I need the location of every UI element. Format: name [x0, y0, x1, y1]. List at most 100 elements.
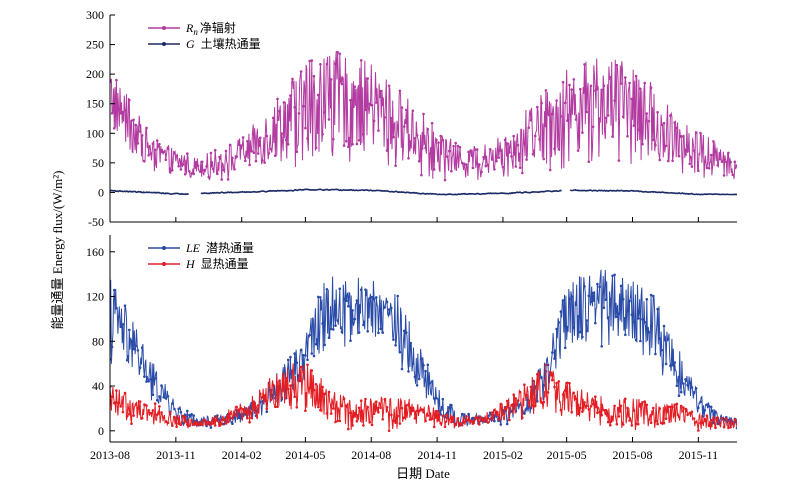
data-point [113, 288, 116, 292]
data-point [716, 164, 719, 167]
data-point [548, 370, 552, 374]
data-point [267, 152, 271, 155]
data-point [482, 419, 485, 423]
data-point [570, 410, 573, 414]
data-point [714, 150, 717, 153]
data-point [312, 388, 316, 392]
data-point [563, 346, 567, 350]
data-point [119, 325, 122, 329]
data-point [628, 299, 631, 303]
data-point [604, 298, 608, 302]
data-point [527, 126, 530, 129]
data-point [349, 339, 352, 343]
data-point [544, 363, 548, 367]
data-point [630, 424, 634, 427]
data-point [254, 159, 258, 163]
data-point [302, 354, 305, 357]
data-point [385, 406, 389, 409]
data-point [450, 169, 453, 173]
data-point [398, 89, 402, 93]
data-point [370, 423, 374, 427]
data-point [675, 402, 679, 406]
data-point [147, 154, 150, 157]
data-point [621, 115, 625, 118]
data-point [634, 74, 638, 78]
data-point [158, 142, 161, 146]
data-point [542, 400, 545, 404]
data-point [375, 400, 378, 404]
data-point [707, 405, 711, 408]
data-point [536, 105, 539, 109]
data-point [171, 402, 174, 405]
data-point [323, 392, 327, 396]
data-point [611, 274, 614, 278]
data-point [426, 414, 430, 417]
data-point [613, 273, 616, 277]
data-point [540, 101, 543, 105]
data-point [529, 118, 533, 122]
data-point [237, 416, 241, 420]
data-point [555, 99, 558, 102]
x-tick-label: 2015-11 [679, 448, 719, 462]
x-tick-label: 2015-05 [547, 448, 587, 462]
data-point [334, 420, 337, 424]
data-point [596, 87, 599, 91]
data-point [639, 87, 642, 91]
data-point [424, 369, 427, 373]
data-point [151, 393, 155, 397]
data-point [639, 402, 642, 406]
data-point [473, 416, 477, 420]
data-point [731, 173, 734, 176]
data-point [302, 104, 305, 108]
data-point [488, 417, 492, 421]
data-point [372, 297, 376, 301]
data-point [557, 148, 561, 151]
data-point [482, 155, 485, 159]
data-point [310, 369, 314, 372]
data-point [155, 413, 159, 417]
data-point [604, 408, 608, 412]
data-point [521, 416, 524, 420]
data-point [643, 320, 646, 324]
x-tick-label: 2013-11 [156, 448, 196, 462]
data-point [368, 297, 372, 300]
data-point [572, 78, 576, 81]
data-point [220, 178, 223, 181]
data-point [295, 150, 299, 153]
data-point [636, 317, 640, 320]
data-point [306, 363, 309, 367]
data-point [192, 172, 195, 176]
data-point [222, 422, 226, 426]
data-point [173, 152, 176, 155]
data-point [639, 339, 642, 343]
data-point [248, 163, 251, 167]
data-point [132, 414, 135, 417]
data-point [613, 404, 616, 408]
data-point [409, 406, 412, 410]
data-point [594, 395, 597, 399]
data-point [293, 352, 297, 355]
data-point [709, 153, 713, 157]
data-point [164, 397, 168, 400]
data-point [675, 126, 679, 130]
data-point [694, 387, 698, 390]
data-point [364, 397, 367, 401]
x-tick-label: 2015-02 [483, 448, 523, 462]
data-point [540, 376, 543, 379]
data-point [291, 370, 294, 374]
data-point [362, 424, 365, 427]
data-point [417, 409, 421, 413]
data-point [329, 327, 333, 331]
data-point [486, 163, 490, 167]
data-point [673, 121, 676, 124]
data-point [306, 137, 309, 140]
data-point [366, 77, 370, 80]
data-point [514, 165, 518, 168]
data-point [600, 345, 603, 348]
legend-item: G 土壤热通量 [148, 36, 261, 51]
data-point [505, 142, 509, 145]
data-point [359, 59, 363, 62]
data-point [357, 406, 361, 410]
data-point [336, 319, 339, 322]
data-point [405, 404, 408, 407]
